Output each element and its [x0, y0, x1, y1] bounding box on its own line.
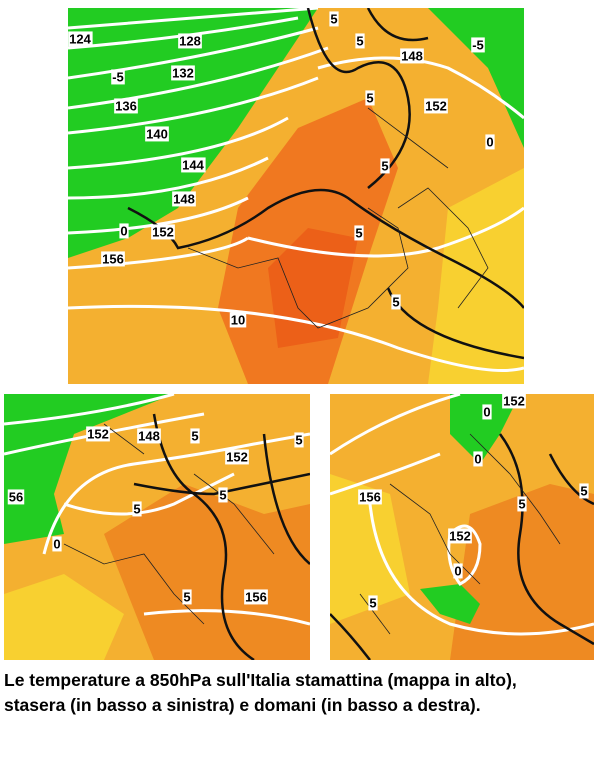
map-tomorrow: 152 156 152 0 0 0 5 5 5	[330, 394, 594, 660]
label-background	[181, 157, 206, 173]
label-background	[355, 33, 365, 49]
contour-label: 5	[330, 11, 337, 26]
label-background	[119, 223, 129, 239]
contour-label: 5	[183, 589, 190, 604]
label-background	[178, 33, 202, 49]
contour-label: 5	[366, 90, 373, 105]
contour-label: 148	[138, 428, 160, 443]
contour-label: 0	[483, 404, 490, 419]
contour-label: 152	[152, 224, 174, 239]
contour-label: 152	[503, 394, 525, 408]
contour-label: 5	[355, 225, 362, 240]
label-background	[101, 251, 125, 267]
label-background	[225, 449, 249, 465]
label-background	[579, 483, 589, 499]
contour-label: 5	[295, 432, 302, 447]
label-background	[132, 501, 142, 517]
label-background	[190, 428, 200, 444]
label-background	[244, 589, 268, 605]
label-background	[473, 451, 483, 467]
label-background	[502, 394, 526, 409]
contour-label: 152	[226, 449, 248, 464]
label-background	[171, 65, 195, 81]
label-background	[424, 98, 448, 114]
contour-label: 148	[173, 191, 195, 206]
contour-label: 5	[191, 428, 198, 443]
contour-label: 152	[425, 98, 447, 113]
contour-label: 128	[179, 33, 201, 48]
contour-label: 5	[518, 496, 525, 511]
label-background	[354, 225, 364, 241]
contour-label: 140	[146, 126, 168, 141]
label-background	[380, 158, 390, 174]
contour-label: 10	[231, 312, 245, 327]
contour-label: 5	[356, 33, 363, 48]
contour-label: 5	[381, 158, 388, 173]
label-background	[448, 528, 472, 544]
contour-label: 144	[182, 157, 204, 172]
contour-label: 148	[401, 48, 423, 63]
caption: Le temperature a 850hPa sull'Italia stam…	[4, 670, 517, 715]
label-background	[517, 496, 527, 512]
label-background	[391, 294, 401, 310]
contour-label: 0	[486, 134, 493, 149]
contour-label: -5	[112, 69, 124, 84]
contour-label: 5	[133, 501, 140, 516]
label-background	[137, 428, 161, 444]
label-background	[400, 48, 424, 64]
label-background	[111, 69, 125, 85]
label-background	[485, 134, 495, 150]
contour-label: 56	[9, 489, 23, 504]
label-background	[7, 489, 25, 505]
label-background	[172, 191, 196, 207]
label-background	[218, 487, 228, 503]
contour-label: 152	[87, 426, 109, 441]
label-background	[471, 37, 485, 53]
contour-label: 5	[392, 294, 399, 309]
contour-label: 156	[245, 589, 267, 604]
contour-label: 0	[474, 451, 481, 466]
map-morning: 124 128 132 136 140 144 148 152 156 148 152 5 5 5 5 5 5 0…	[68, 8, 524, 384]
contour-label: 5	[580, 483, 587, 498]
label-background	[52, 536, 62, 552]
contour-label: 0	[454, 563, 461, 578]
label-background	[294, 432, 304, 448]
contour-label: 0	[53, 536, 60, 551]
contour-label: 124	[69, 31, 91, 46]
map-evening: 152 148 152 56 5 5 5 5 5 156 0	[4, 394, 310, 660]
contour-label: 132	[172, 65, 194, 80]
contour-label: 156	[359, 489, 381, 504]
contour-label: 156	[102, 251, 124, 266]
label-background	[145, 126, 169, 142]
contour-label: 5	[219, 487, 226, 502]
label-background	[114, 98, 138, 114]
label-background	[358, 489, 382, 505]
contour-label: 136	[115, 98, 137, 113]
label-background	[368, 595, 378, 611]
contour-label: -5	[472, 37, 484, 52]
label-background	[182, 589, 192, 605]
contour-label: 152	[449, 528, 471, 543]
label-background	[482, 404, 492, 420]
label-background	[68, 31, 93, 47]
label-background	[453, 563, 463, 579]
label-background	[365, 90, 375, 106]
label-background	[86, 426, 110, 442]
label-background	[229, 312, 247, 328]
label-background	[151, 224, 175, 240]
label-background	[329, 11, 339, 27]
contour-label: 5	[369, 595, 376, 610]
contour-label: 0	[120, 223, 127, 238]
